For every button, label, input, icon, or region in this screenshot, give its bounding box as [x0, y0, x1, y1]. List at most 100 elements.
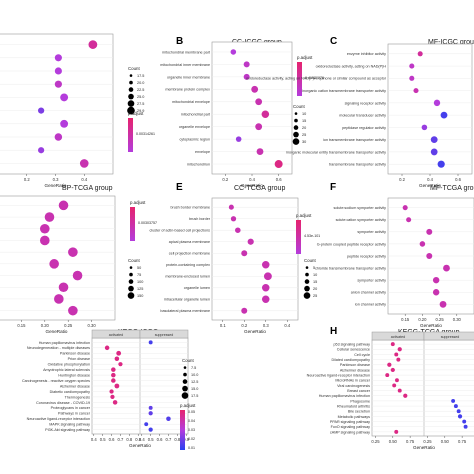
color-legend-value: 4.53e-101 — [304, 234, 320, 238]
x-tick-label: 0.75 — [406, 439, 415, 444]
panel-letter: C — [330, 36, 337, 47]
category-label: inorganic cation transmembrane transport… — [302, 89, 386, 93]
size-legend-value: 29.9 — [137, 109, 144, 113]
x-tick-label: 0.15 — [17, 323, 26, 328]
x-tick-label: 0.6 — [276, 177, 282, 182]
x-tick-label: 0.20 — [418, 317, 427, 322]
category-label: PPAR signaling pathway — [330, 420, 370, 424]
data-point — [228, 204, 234, 210]
data-point — [44, 212, 55, 222]
size-legend-dot — [128, 87, 134, 92]
x-tick-label: 0.30 — [88, 323, 97, 328]
category-label: cytoplasmic region — [179, 138, 210, 142]
size-legend-value: 100 — [137, 280, 143, 284]
size-legend-dot — [183, 366, 187, 369]
size-legend-value: 15.0 — [191, 387, 198, 391]
data-point — [390, 342, 395, 347]
size-legend-value: 10.0 — [191, 373, 198, 377]
size-legend-value: 5 — [313, 266, 315, 270]
color-legend-title: p.adjust — [180, 403, 196, 408]
category-label: oxidoreductase activity, acting on NAD(P… — [316, 64, 387, 68]
data-point — [419, 241, 426, 247]
category-label: G-protein coupled peptide receptor activ… — [317, 242, 386, 246]
size-legend-value: 22.5 — [137, 88, 144, 92]
category-label: molecular transducer activity — [339, 114, 386, 118]
color-legend-bar — [297, 62, 302, 96]
data-point — [148, 405, 153, 410]
data-point — [251, 85, 259, 93]
data-point — [148, 427, 153, 432]
data-point — [38, 107, 45, 114]
category-label: Huntington disease — [58, 373, 90, 377]
category-label: FoxO signaling pathway — [331, 425, 371, 429]
data-point — [255, 98, 263, 106]
category-label: inorganic molecular entity transmembrane… — [286, 150, 386, 154]
size-legend-dot — [127, 100, 135, 107]
category-label: enzyme inhibitor activity — [347, 52, 386, 56]
facet-strip — [139, 329, 189, 339]
category-label: Neuroactive ligand-receptor interaction — [307, 373, 370, 377]
category-label: Alzheimer disease — [340, 368, 370, 372]
data-point — [235, 227, 241, 233]
size-legend-value: 12.5 — [191, 380, 198, 384]
data-point — [437, 160, 445, 168]
x-tick-label: 0.1 — [220, 323, 226, 328]
data-point — [38, 147, 45, 154]
category-label: basolateral plasma membrane — [160, 309, 210, 313]
category-label: transmembrane transporter activity — [329, 163, 386, 167]
data-point — [255, 123, 263, 131]
data-point — [456, 409, 461, 414]
data-point — [68, 247, 78, 257]
category-label: cAMP signaling pathway — [330, 430, 370, 434]
x-tick-label: 0.8 — [126, 437, 132, 442]
category-label: apical plasma membrane — [169, 240, 210, 244]
size-legend-value: 125 — [137, 287, 143, 291]
x-tick-label: 0.25 — [423, 439, 432, 444]
panel-letter: F — [330, 182, 336, 193]
data-point — [443, 264, 450, 272]
category-label: Pathways in cancer — [58, 412, 91, 416]
category-label: cluster of actin-based cell projections — [150, 229, 211, 233]
category-label: Dilated cardiomyopathy — [331, 358, 370, 362]
category-label: Neurodegeneration - multiple diseases — [27, 346, 90, 350]
category-label: membrane-enclosed lumen — [165, 275, 210, 279]
data-point — [409, 75, 415, 81]
color-legend-value: 0.04 — [188, 419, 195, 423]
size-legend-dot — [127, 106, 135, 115]
size-legend-value: 150 — [137, 294, 143, 298]
size-legend-title: Count — [182, 358, 194, 363]
data-point — [426, 253, 433, 259]
facet-label: activated — [391, 335, 405, 339]
data-point — [54, 67, 62, 75]
category-label: cell projection membrane — [169, 252, 210, 256]
color-legend-bar — [296, 220, 301, 254]
chart-panel-7: KEGG-ICGC groupactivatedsuppressedHuman … — [22, 329, 198, 450]
plot-frame — [371, 339, 474, 437]
x-tick-label: 0.6 — [109, 437, 115, 442]
category-label: brush border — [189, 217, 211, 221]
data-point — [114, 383, 120, 389]
category-label: oxidoreductase activity, acting on NAD(P… — [246, 77, 387, 81]
category-label: MicroRNAs in cancer — [335, 379, 370, 383]
category-label: ion channel activity — [355, 303, 386, 307]
data-point — [54, 54, 62, 62]
data-point — [104, 345, 110, 351]
x-tick-label: 0.5 — [100, 437, 106, 442]
plot-frame — [211, 41, 293, 175]
data-point — [54, 133, 63, 141]
size-legend-value: 17.5 — [137, 74, 144, 78]
category-label: Thermogenesis — [65, 395, 91, 399]
data-point — [261, 261, 270, 269]
size-legend-value: 10 — [313, 273, 317, 277]
x-tick-label: 0.50 — [389, 439, 398, 444]
data-point — [394, 429, 399, 434]
size-legend-dot — [128, 285, 134, 292]
size-legend-dot — [129, 74, 133, 77]
plot-frame — [387, 43, 473, 175]
panel-letter: H — [330, 326, 337, 337]
x-tick-label: 0.30 — [453, 317, 462, 322]
data-point — [72, 270, 83, 281]
x-tick-label: 0.4 — [139, 437, 145, 442]
data-point — [60, 93, 69, 102]
data-point — [88, 40, 98, 49]
